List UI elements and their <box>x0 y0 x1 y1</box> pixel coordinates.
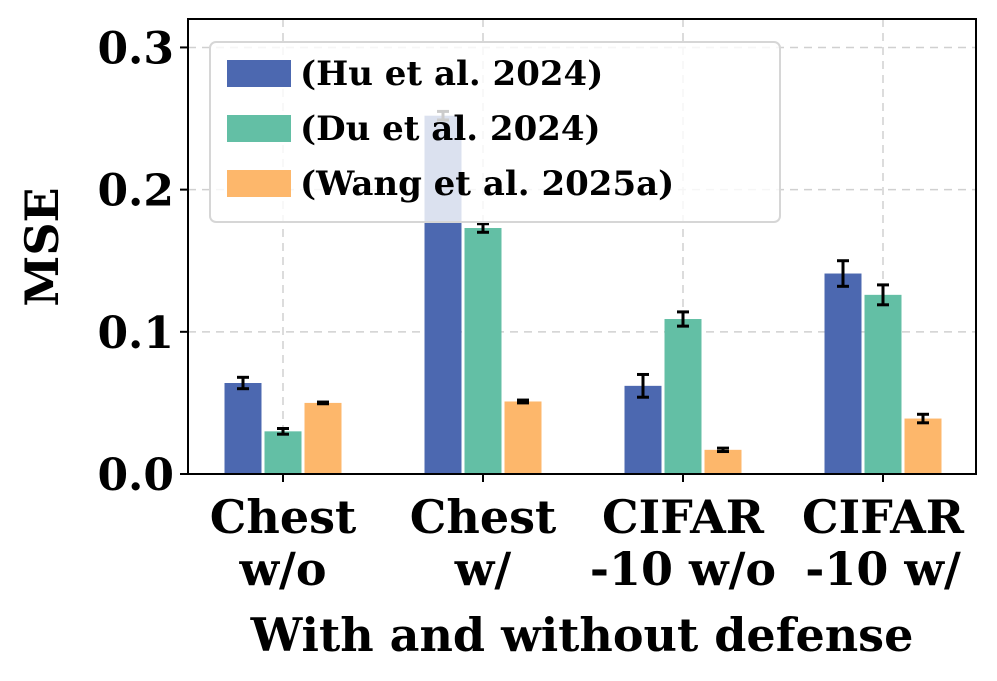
bar-series1-cat2 <box>664 319 702 474</box>
legend: (Hu et al. 2024) (Du et al. 2024) (Wang et… <box>209 41 781 223</box>
error-bar-series0-cat3 <box>837 259 849 288</box>
x-tick-label-1-line1: w/ <box>454 542 512 596</box>
error-bar-series1-cat0 <box>277 427 289 436</box>
legend-swatch-2 <box>227 170 291 197</box>
error-bar-series2-cat3 <box>917 412 929 425</box>
bar-series0-cat0 <box>224 383 262 474</box>
x-tick-label-0-line0: Chest <box>210 490 357 544</box>
y-tick-label-1: 0.1 <box>97 308 174 359</box>
plot-frame <box>187 18 977 475</box>
y-axis-ticks: 0.0 0.1 0.2 0.3 <box>97 23 188 501</box>
x-tick-label-2-line0: CIFAR <box>602 490 765 544</box>
x-axis-title: With and without defense <box>250 608 914 662</box>
bar-series0-cat2 <box>624 385 662 474</box>
x-tick-label-0-line1: w/o <box>238 542 326 596</box>
bar-series2-cat1 <box>504 401 542 474</box>
legend-swatch-0 <box>227 60 291 87</box>
error-bar-series2-cat1 <box>517 398 529 405</box>
bar-series1-cat1 <box>464 228 502 474</box>
bar-series1-cat3 <box>864 294 902 474</box>
x-tick-label-3-line1: -10 w/ <box>805 542 961 596</box>
bar-series1-cat0 <box>264 431 302 474</box>
x-tick-label-3-line0: CIFAR <box>802 490 965 544</box>
legend-label-2: (Wang et al. 2025a) <box>300 164 674 204</box>
legend-label-0: (Hu et al. 2024) <box>300 54 603 94</box>
error-bar-series0-cat0 <box>237 375 249 391</box>
y-tick-label-0: 0.0 <box>97 450 174 501</box>
y-axis-title: MSE <box>15 187 69 306</box>
bar-series2-cat3 <box>904 418 942 474</box>
bar-series2-cat0 <box>304 402 342 474</box>
error-bar-series2-cat0 <box>317 400 329 406</box>
bar-series0-cat3 <box>824 273 862 474</box>
error-bar-series0-cat2 <box>637 372 649 399</box>
x-tick-label-1-line0: Chest <box>410 490 557 544</box>
y-tick-label-3: 0.3 <box>97 23 174 74</box>
bar-series2-cat2 <box>704 449 742 474</box>
error-bar-series1-cat1 <box>477 222 489 234</box>
legend-box <box>209 41 781 223</box>
legend-label-1: (Du et al. 2024) <box>300 109 601 149</box>
error-bar-series2-cat2 <box>717 446 729 454</box>
y-tick-label-2: 0.2 <box>97 166 174 217</box>
error-bar-series1-cat3 <box>877 283 889 307</box>
error-bar-series1-cat2 <box>677 310 689 328</box>
x-tick-label-2-line1: -10 w/o <box>590 542 776 596</box>
legend-swatch-1 <box>227 115 291 142</box>
